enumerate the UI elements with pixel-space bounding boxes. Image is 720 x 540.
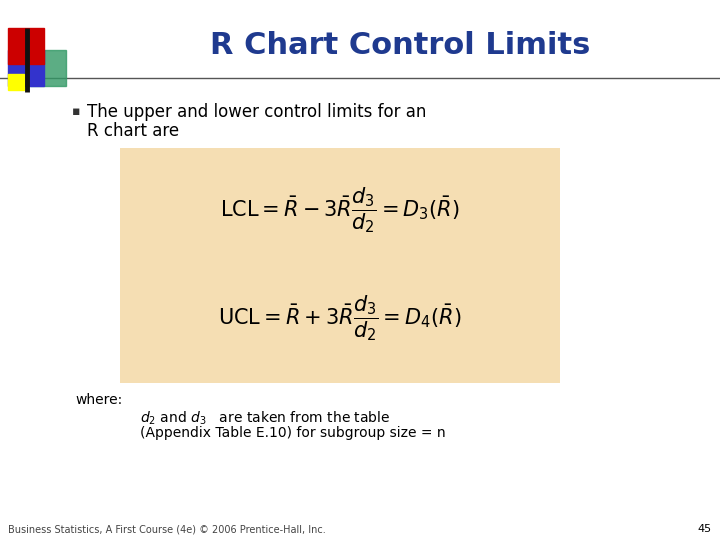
Text: (Appendix Table E.10) for subgroup size = n: (Appendix Table E.10) for subgroup size … [140, 426, 446, 440]
Text: The upper and lower control limits for an: The upper and lower control limits for a… [87, 103, 426, 121]
Bar [8, 74, 24, 90]
Text: $\mathrm{UCL} = \bar{R} + 3\bar{R}\dfrac{d_3}{d_2} = D_4(\bar{R})$: $\mathrm{UCL} = \bar{R} + 3\bar{R}\dfrac… [218, 293, 462, 343]
Bar [30, 50, 66, 86]
Text: where:: where: [75, 393, 122, 407]
Bar [8, 50, 44, 86]
Bar [8, 28, 44, 64]
Text: R chart are: R chart are [87, 122, 179, 140]
FancyBboxPatch shape [120, 148, 560, 383]
Text: 45: 45 [698, 524, 712, 534]
Text: $d_2$ and $d_3$   are taken from the table: $d_2$ and $d_3$ are taken from the table [140, 410, 390, 427]
Text: Business Statistics, A First Course (4e) © 2006 Prentice-Hall, Inc.: Business Statistics, A First Course (4e)… [8, 524, 325, 534]
Text: $\mathrm{LCL} = \bar{R} - 3\bar{R}\dfrac{d_3}{d_2} = D_3(\bar{R})$: $\mathrm{LCL} = \bar{R} - 3\bar{R}\dfrac… [220, 185, 460, 235]
Text: ▪: ▪ [72, 105, 81, 118]
Text: R Chart Control Limits: R Chart Control Limits [210, 31, 590, 60]
